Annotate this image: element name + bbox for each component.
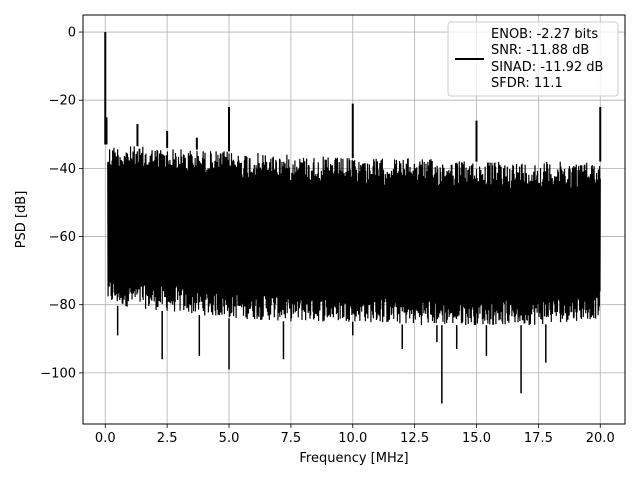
legend-entry-snr: SNR: -11.88 dB [491,43,589,58]
y-axis-ticks: 0 −20 −40 −60 −80 −100 [40,26,83,381]
x-tick-label: 2.5 [157,431,178,446]
legend: ENOB: -2.27 bits SNR: -11.88 dB SINAD: -… [447,21,619,97]
x-tick-label: 5.0 [219,431,240,446]
psd-noise-trace [107,146,601,326]
y-tick-label: −20 [49,94,76,109]
x-tick-label: 15.0 [462,431,491,446]
x-axis-ticks: 0.0 2.5 5.0 7.5 10.0 12.5 15.0 17.5 20.0 [95,424,615,446]
y-tick-label: −80 [49,298,76,313]
y-tick-label: −40 [49,162,76,177]
y-tick-label: 0 [68,26,76,41]
x-axis-label: Frequency [MHz] [299,451,408,466]
axes-frame [82,14,626,425]
legend-entry-enob: ENOB: -2.27 bits [491,27,598,42]
x-tick-label: 17.5 [524,431,553,446]
y-axis-label: PSD [dB] [14,191,29,249]
y-tick-label: −100 [40,366,76,381]
y-tick-label: −60 [49,230,76,245]
legend-entry-sinad: SINAD: -11.92 dB [491,60,603,75]
x-tick-label: 7.5 [281,431,302,446]
x-tick-label: 10.0 [338,431,367,446]
x-tick-label: 20.0 [586,431,615,446]
plot-area [104,32,602,404]
x-tick-label: 0.0 [95,431,116,446]
legend-entry-sfdr: SFDR: 11.1 [491,76,563,91]
legend-box [447,21,619,97]
x-tick-label: 12.5 [400,431,429,446]
